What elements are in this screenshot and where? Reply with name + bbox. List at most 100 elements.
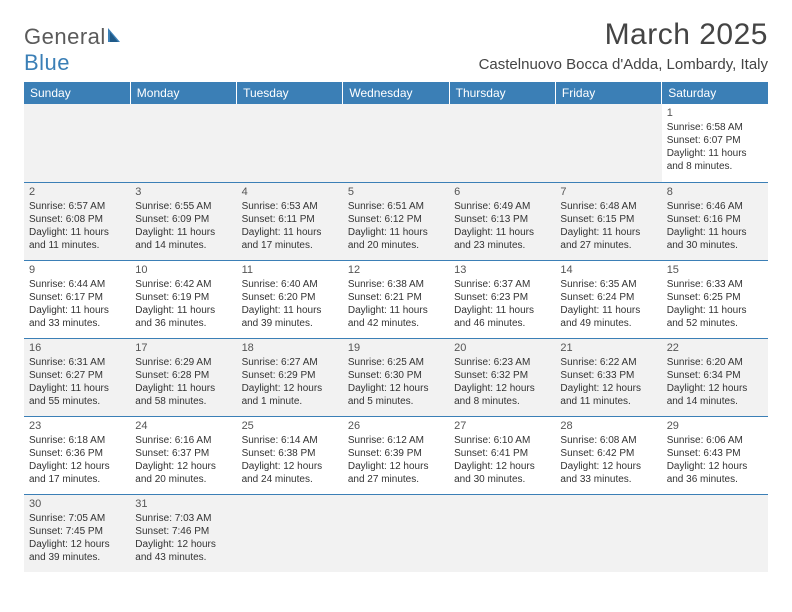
- daylight-text: Daylight: 12 hours: [135, 538, 231, 551]
- sunrise-text: Sunrise: 7:03 AM: [135, 512, 231, 525]
- daylight-text: and 33 minutes.: [29, 317, 125, 330]
- sunrise-text: Sunrise: 6:46 AM: [667, 200, 763, 213]
- day-cell: 3Sunrise: 6:55 AMSunset: 6:09 PMDaylight…: [130, 182, 236, 260]
- location-subtitle: Castelnuovo Bocca d'Adda, Lombardy, Ital…: [479, 56, 768, 73]
- daylight-text: Daylight: 11 hours: [135, 304, 231, 317]
- daylight-text: Daylight: 12 hours: [29, 538, 125, 551]
- sunset-text: Sunset: 6:32 PM: [454, 369, 550, 382]
- daylight-text: and 43 minutes.: [135, 551, 231, 564]
- sunset-text: Sunset: 6:17 PM: [29, 291, 125, 304]
- daylight-text: and 20 minutes.: [348, 239, 444, 252]
- daylight-text: and 39 minutes.: [29, 551, 125, 564]
- sunset-text: Sunset: 6:24 PM: [560, 291, 656, 304]
- day-number: 29: [667, 419, 763, 433]
- day-number: 20: [454, 341, 550, 355]
- sunset-text: Sunset: 6:11 PM: [242, 213, 338, 226]
- title-block: March 2025 Castelnuovo Bocca d'Adda, Lom…: [479, 18, 768, 73]
- daylight-text: Daylight: 11 hours: [454, 226, 550, 239]
- day-cell: 1Sunrise: 6:58 AMSunset: 6:07 PMDaylight…: [662, 104, 768, 182]
- sunset-text: Sunset: 6:09 PM: [135, 213, 231, 226]
- sunrise-text: Sunrise: 6:18 AM: [29, 434, 125, 447]
- daylight-text: Daylight: 12 hours: [454, 382, 550, 395]
- day-cell: [662, 494, 768, 572]
- day-cell: 28Sunrise: 6:08 AMSunset: 6:42 PMDayligh…: [555, 416, 661, 494]
- day-cell: 21Sunrise: 6:22 AMSunset: 6:33 PMDayligh…: [555, 338, 661, 416]
- daylight-text: Daylight: 11 hours: [667, 226, 763, 239]
- day-number: 30: [29, 497, 125, 511]
- daylight-text: Daylight: 11 hours: [29, 304, 125, 317]
- day-number: 21: [560, 341, 656, 355]
- week-row: 16Sunrise: 6:31 AMSunset: 6:27 PMDayligh…: [24, 338, 768, 416]
- daylight-text: Daylight: 11 hours: [348, 226, 444, 239]
- day-cell: 18Sunrise: 6:27 AMSunset: 6:29 PMDayligh…: [237, 338, 343, 416]
- sunset-text: Sunset: 7:45 PM: [29, 525, 125, 538]
- sunrise-text: Sunrise: 6:35 AM: [560, 278, 656, 291]
- logo-sail-icon: [106, 24, 126, 50]
- day-cell: 24Sunrise: 6:16 AMSunset: 6:37 PMDayligh…: [130, 416, 236, 494]
- sunset-text: Sunset: 6:15 PM: [560, 213, 656, 226]
- daylight-text: and 30 minutes.: [454, 473, 550, 486]
- daylight-text: Daylight: 11 hours: [667, 304, 763, 317]
- sunrise-text: Sunrise: 6:57 AM: [29, 200, 125, 213]
- day-cell: 26Sunrise: 6:12 AMSunset: 6:39 PMDayligh…: [343, 416, 449, 494]
- day-number: 24: [135, 419, 231, 433]
- daylight-text: and 42 minutes.: [348, 317, 444, 330]
- sunrise-text: Sunrise: 6:48 AM: [560, 200, 656, 213]
- sunset-text: Sunset: 6:43 PM: [667, 447, 763, 460]
- day-cell: 7Sunrise: 6:48 AMSunset: 6:15 PMDaylight…: [555, 182, 661, 260]
- day-number: 27: [454, 419, 550, 433]
- daylight-text: Daylight: 12 hours: [135, 460, 231, 473]
- daylight-text: and 49 minutes.: [560, 317, 656, 330]
- calendar-table: Sunday Monday Tuesday Wednesday Thursday…: [24, 82, 768, 572]
- daylight-text: Daylight: 12 hours: [454, 460, 550, 473]
- sunset-text: Sunset: 6:39 PM: [348, 447, 444, 460]
- day-header: Wednesday: [343, 82, 449, 104]
- daylight-text: and 36 minutes.: [667, 473, 763, 486]
- day-number: 17: [135, 341, 231, 355]
- day-header: Thursday: [449, 82, 555, 104]
- daylight-text: and 8 minutes.: [667, 160, 763, 173]
- sunrise-text: Sunrise: 7:05 AM: [29, 512, 125, 525]
- sunset-text: Sunset: 6:28 PM: [135, 369, 231, 382]
- sunrise-text: Sunrise: 6:37 AM: [454, 278, 550, 291]
- day-number: 4: [242, 185, 338, 199]
- day-header: Saturday: [662, 82, 768, 104]
- daylight-text: and 46 minutes.: [454, 317, 550, 330]
- day-cell: [130, 104, 236, 182]
- sunrise-text: Sunrise: 6:20 AM: [667, 356, 763, 369]
- sunset-text: Sunset: 6:25 PM: [667, 291, 763, 304]
- sunset-text: Sunset: 6:20 PM: [242, 291, 338, 304]
- sunrise-text: Sunrise: 6:16 AM: [135, 434, 231, 447]
- daylight-text: and 52 minutes.: [667, 317, 763, 330]
- day-cell: [237, 104, 343, 182]
- day-cell: [555, 104, 661, 182]
- sunset-text: Sunset: 6:19 PM: [135, 291, 231, 304]
- day-number: 7: [560, 185, 656, 199]
- sunset-text: Sunset: 6:13 PM: [454, 213, 550, 226]
- day-number: 2: [29, 185, 125, 199]
- day-cell: [555, 494, 661, 572]
- day-number: 28: [560, 419, 656, 433]
- calendar-head: Sunday Monday Tuesday Wednesday Thursday…: [24, 82, 768, 104]
- daylight-text: and 55 minutes.: [29, 395, 125, 408]
- day-cell: 22Sunrise: 6:20 AMSunset: 6:34 PMDayligh…: [662, 338, 768, 416]
- day-cell: 15Sunrise: 6:33 AMSunset: 6:25 PMDayligh…: [662, 260, 768, 338]
- day-cell: 5Sunrise: 6:51 AMSunset: 6:12 PMDaylight…: [343, 182, 449, 260]
- day-cell: 9Sunrise: 6:44 AMSunset: 6:17 PMDaylight…: [24, 260, 130, 338]
- month-title: March 2025: [479, 18, 768, 52]
- sunset-text: Sunset: 6:30 PM: [348, 369, 444, 382]
- day-cell: 12Sunrise: 6:38 AMSunset: 6:21 PMDayligh…: [343, 260, 449, 338]
- sunrise-text: Sunrise: 6:23 AM: [454, 356, 550, 369]
- daylight-text: Daylight: 11 hours: [135, 226, 231, 239]
- day-number: 23: [29, 419, 125, 433]
- sunset-text: Sunset: 6:12 PM: [348, 213, 444, 226]
- daylight-text: and 23 minutes.: [454, 239, 550, 252]
- day-cell: 14Sunrise: 6:35 AMSunset: 6:24 PMDayligh…: [555, 260, 661, 338]
- day-number: 9: [29, 263, 125, 277]
- daylight-text: Daylight: 11 hours: [242, 226, 338, 239]
- day-number: 16: [29, 341, 125, 355]
- daylight-text: Daylight: 12 hours: [29, 460, 125, 473]
- day-cell: 4Sunrise: 6:53 AMSunset: 6:11 PMDaylight…: [237, 182, 343, 260]
- day-number: 12: [348, 263, 444, 277]
- daylight-text: and 20 minutes.: [135, 473, 231, 486]
